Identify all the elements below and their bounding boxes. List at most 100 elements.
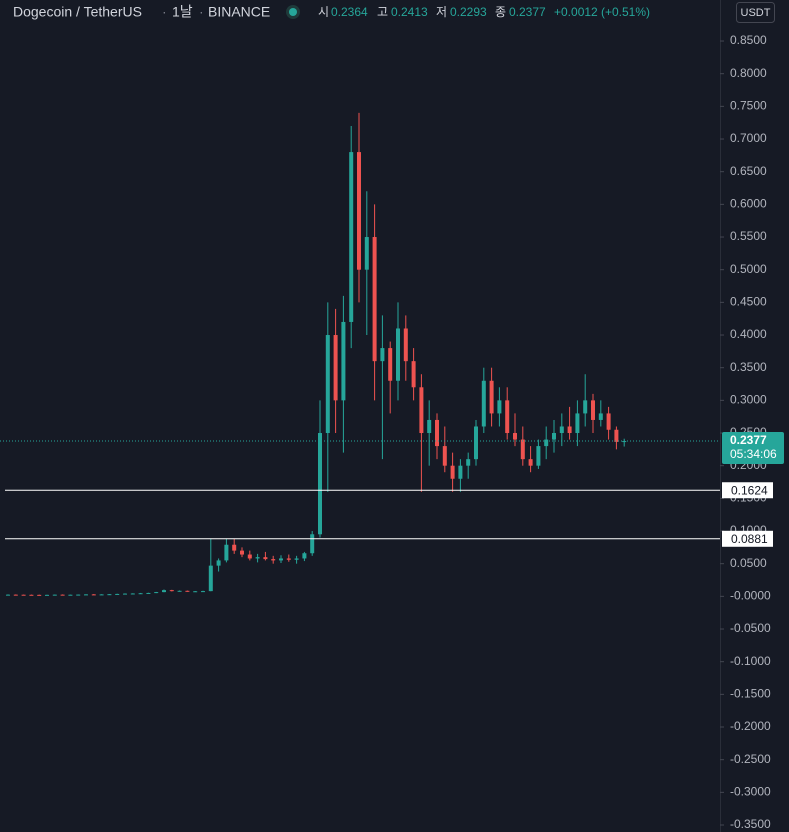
horizontal-line-label: 0.0881 [731,532,768,546]
candle-body [466,459,471,466]
candle-body [294,558,299,560]
candle-body [255,557,260,559]
candle-body [552,433,556,440]
candle-body [146,592,151,594]
candle-body [247,554,252,559]
candle-body [536,446,541,466]
last-price-label: 0.2377 [730,433,767,447]
candle-body [598,413,603,420]
candle-body [279,558,283,561]
candle-body [497,400,502,414]
y-tick-label: -0.3000 [730,785,771,799]
horizontal-line-box [722,530,773,547]
horizontal-line-box [722,482,773,499]
currency[interactable]: USDT [741,7,771,19]
candle-body [614,429,619,442]
y-tick-label: 0.7500 [730,99,767,113]
status-dot [289,8,297,16]
y-tick-label: 0.8000 [730,66,767,80]
candle-body [52,594,57,596]
candle-body [263,557,268,560]
candle-body [232,544,237,551]
candle-body [450,465,455,479]
candle-body [154,592,159,594]
candle-body [115,593,120,595]
candle-body [302,553,307,559]
candle-body [372,237,377,362]
candle-body [458,465,463,479]
candle-body [559,426,564,434]
candle-body [271,559,276,561]
candle-body [520,439,525,460]
y-tick-label: -0.0000 [730,589,771,603]
symbol-title: Dogecoin / TetherUS [13,4,142,20]
candle-body [396,328,400,381]
high-label: 고 [377,5,388,19]
candle-body [442,446,447,466]
candle-body [481,380,486,427]
candle-body [357,152,361,270]
candle-body [76,594,81,596]
candle-body [130,593,135,595]
change: +0.0012 [554,5,598,19]
candle-body [575,413,580,434]
candle-body [567,426,572,434]
candle-body [216,560,221,566]
candle-body [489,380,494,414]
y-tick-label: -0.2500 [730,752,771,766]
currency-button[interactable] [736,2,775,23]
candle-body [107,594,112,596]
candle-body [193,591,198,593]
candle-body [388,348,393,381]
change-percent: (+0.51%) [601,5,650,19]
candle-body [240,550,244,555]
candle-body [411,361,416,388]
exchange: BINANCE [208,4,270,20]
y-tick-label: -0.1500 [730,687,771,701]
candle-body [169,590,174,592]
candle-body [341,321,346,401]
candle-body [45,594,49,596]
candle-body [177,590,182,592]
candle-body [84,594,88,596]
candle-body [419,387,424,434]
candle-body [435,419,439,447]
y-tick-label: 0.0500 [730,556,767,570]
high-value: 0.2413 [391,5,428,19]
candle-body [60,594,65,596]
candle-body [99,594,104,596]
candle-body [68,594,73,596]
horizontal-line-label: 0.1624 [731,483,768,497]
candle-body [364,237,369,270]
y-tick-label: -0.2000 [730,719,771,733]
candle-body [201,591,205,593]
y-tick-label: 0.5000 [730,262,767,276]
close-label: 종 [495,5,506,19]
candle-body [138,593,143,595]
candle-body [6,594,10,596]
candle-body [333,335,338,401]
low-label: 저 [436,5,447,19]
last-price-box [722,432,784,465]
y-tick-label: -0.1000 [730,654,771,668]
candle-body [310,534,315,554]
separator: · [199,4,204,20]
separator: · [162,4,167,20]
y-tick-label: 0.6000 [730,197,767,211]
candle-body [224,544,229,561]
candle-body [474,426,478,460]
candle-body [286,558,291,560]
candle-body [544,439,549,447]
candle-body [583,400,588,414]
y-tick-label: 0.4000 [730,327,767,341]
candle-body [349,152,354,322]
y-tick-label: 0.4500 [730,295,767,309]
close-value: 0.2377 [509,5,546,19]
candle-body [591,400,595,420]
candle-body [505,400,510,434]
y-tick-label: 0.8500 [730,33,767,47]
y-tick-label: 0.6500 [730,164,767,178]
candle-body [21,594,26,596]
